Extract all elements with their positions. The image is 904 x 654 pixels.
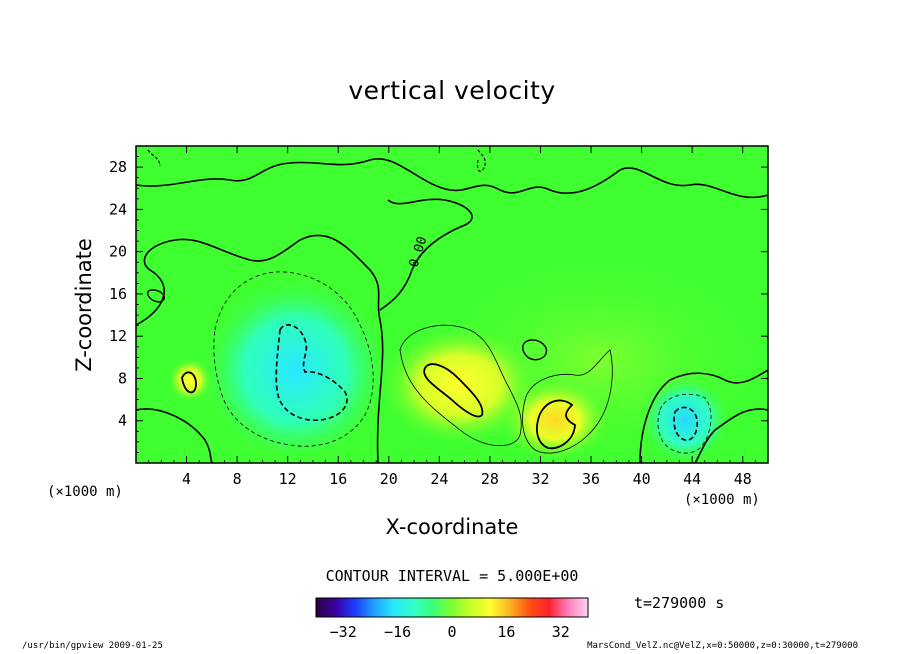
colorbar-tick-label: 32 xyxy=(552,623,570,641)
footer-left: /usr/bin/gpview 2009-01-25 xyxy=(22,641,163,651)
colorbar-tick-label: −16 xyxy=(384,623,411,641)
y-tick-label: 4 xyxy=(118,412,127,430)
neg-contour-right-outer xyxy=(657,393,712,454)
field-fill xyxy=(136,146,768,463)
neg-contour-inner xyxy=(275,324,348,421)
x-tick-label: 8 xyxy=(233,470,242,488)
x-tick-label: 28 xyxy=(481,470,499,488)
x-tick-label: 48 xyxy=(734,470,752,488)
y-tick-label: 24 xyxy=(109,200,127,218)
y-tick-label: 8 xyxy=(118,369,127,387)
colorbar-tick-label: 0 xyxy=(447,623,456,641)
x-tick-label: 36 xyxy=(582,470,600,488)
zero-contour-mid xyxy=(379,198,473,311)
zero-contour-top xyxy=(136,157,768,199)
x-axis-label: X-coordinate xyxy=(385,515,519,539)
downdraft-core-1 xyxy=(200,275,390,463)
colorbar-tick-label: 16 xyxy=(497,623,515,641)
x-tick-label: 16 xyxy=(329,470,347,488)
contour-interval: CONTOUR INTERVAL = 5.000E+00 xyxy=(325,567,579,585)
time-label: t=279000 s xyxy=(634,594,725,612)
y-tick-label: 28 xyxy=(109,158,127,176)
x-tick-label: 12 xyxy=(279,470,297,488)
y-axis: 4 8 12 16 20 24 28 xyxy=(109,156,768,453)
zero-contour-rightloop xyxy=(639,369,768,463)
y-tick-label: 16 xyxy=(109,285,127,303)
x-tick-label: 20 xyxy=(380,470,398,488)
zero-contour-right xyxy=(694,408,768,463)
updraft-core-1 xyxy=(380,325,540,445)
zero-contour-main xyxy=(136,234,384,463)
x-tick-label: 40 xyxy=(633,470,651,488)
pos-contour-2 xyxy=(522,349,613,454)
x-tick-label: 32 xyxy=(531,470,549,488)
neg-contour-top-2 xyxy=(147,149,161,167)
small-loop-2 xyxy=(146,289,165,303)
neg-contour-right-inner xyxy=(673,406,699,441)
x-tick-label: 4 xyxy=(182,470,191,488)
pos-contour-1 xyxy=(399,324,522,447)
x-axis: 4 8 12 16 20 24 28 32 36 40 44 48 xyxy=(148,146,756,488)
downdraft-core-2 xyxy=(640,375,730,463)
colorbar xyxy=(315,597,589,618)
y-axis-label: Z-coordinate xyxy=(72,238,96,372)
neg-contour-outer xyxy=(213,271,374,447)
pos-core-2 xyxy=(535,399,576,450)
y-tick-label: 12 xyxy=(109,327,127,345)
small-loop xyxy=(522,339,548,361)
x-tick-label: 24 xyxy=(430,470,448,488)
colorbar-ticks: −32 −16 0 16 32 xyxy=(330,623,570,641)
y-unit-label: (×1000 m) xyxy=(47,484,123,500)
contour-lines xyxy=(136,149,768,463)
chart-title: vertical velocity xyxy=(348,76,556,105)
colorbar-tick-label: −32 xyxy=(330,623,357,641)
pos-core-3 xyxy=(181,371,197,394)
neg-contour-top-1 xyxy=(476,149,486,172)
x-tick-label: 44 xyxy=(683,470,701,488)
updraft-core-2 xyxy=(500,378,610,462)
zero-contour-left xyxy=(136,408,213,463)
pos-core-1 xyxy=(423,363,484,418)
footer-right: MarsCond_VelZ.nc@VelZ,x=0:50000,z=0:3000… xyxy=(587,641,858,651)
y-tick-label: 20 xyxy=(109,243,127,261)
x-unit-label: (×1000 m) xyxy=(684,492,760,508)
